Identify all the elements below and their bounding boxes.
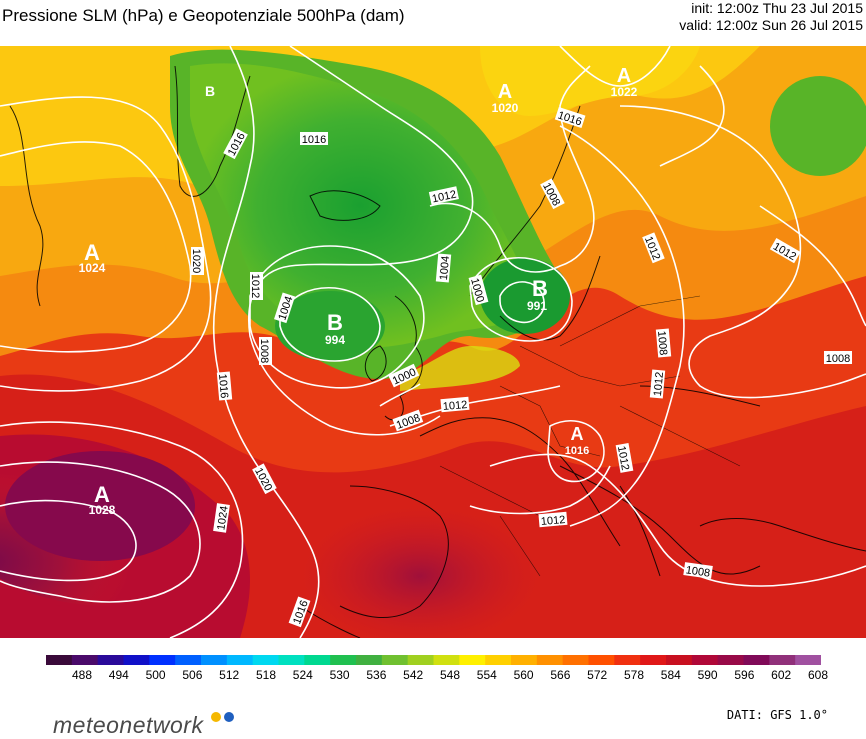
run-info: init: 12:00z Thu 23 Jul 2015 valid: 12:0… xyxy=(679,0,863,34)
high-value: 1016 xyxy=(565,445,589,457)
low-value: 991 xyxy=(527,299,547,313)
colorbar-swatch xyxy=(252,655,279,665)
colorbar-tick-label: 500 xyxy=(145,668,166,682)
low-letter: B xyxy=(532,276,548,301)
isobar-label: 1012 xyxy=(431,189,457,206)
isobar-label: 1008 xyxy=(655,330,669,355)
colorbar-swatch xyxy=(459,655,486,665)
init-time: init: 12:00z Thu 23 Jul 2015 xyxy=(691,0,863,16)
high-letter: A xyxy=(84,240,100,265)
low-letter: B xyxy=(205,83,215,99)
colorbar-swatch xyxy=(536,655,564,665)
colorbar-tick-label: 530 xyxy=(329,668,350,682)
high-value: 1020 xyxy=(492,101,519,115)
colorbar-swatch xyxy=(226,655,254,665)
colorbar-swatch xyxy=(433,655,460,665)
colorbar-tick-label: 560 xyxy=(513,668,534,682)
colorbar-labels: 488 494 500 506 512 518 524 530 536 542 548 554 560 5… xyxy=(46,668,829,684)
colorbar-swatch xyxy=(304,655,331,665)
colorbar-swatch xyxy=(71,655,99,665)
colorbar-tick-label: 518 xyxy=(255,668,277,682)
isobar-label: 1016 xyxy=(216,373,230,398)
colorbar-swatch xyxy=(97,655,124,665)
high-value: 1028 xyxy=(89,503,116,517)
weather-map: 1016 1016 1016 1012 1012 1008 1012 1020 … xyxy=(0,46,866,638)
colorbar-swatch xyxy=(149,655,176,665)
colorbar-swatch xyxy=(356,655,383,665)
high-value: 1024 xyxy=(79,261,106,275)
colorbar-tick-label: 596 xyxy=(734,668,755,682)
colorbar-tick-label: 548 xyxy=(439,668,461,682)
isobar-label: 1020 xyxy=(190,249,202,273)
isobar-label: 1012 xyxy=(442,399,467,413)
isobar-label: 1012 xyxy=(652,371,666,396)
high-letter: A xyxy=(617,65,631,87)
colorbar-swatch xyxy=(278,655,305,665)
colorbar-tick-label: 488 xyxy=(71,668,93,682)
colorbar-tick-label: 578 xyxy=(623,668,645,682)
colorbar-swatch xyxy=(640,655,667,665)
isobar-label: 1024 xyxy=(215,505,230,531)
colorbar-tick-label: 554 xyxy=(476,668,497,682)
colorbar-tick-label: 536 xyxy=(366,668,387,682)
isobar-label: 1012 xyxy=(540,514,565,528)
valid-time: valid: 12:00z Sun 26 Jul 2015 xyxy=(679,17,863,33)
high-letter: A xyxy=(94,482,110,507)
colorbar-swatch xyxy=(562,655,589,665)
colorbar-tick-label: 572 xyxy=(587,668,608,682)
isobar-label: 1008 xyxy=(258,339,270,363)
colorbar-tick-label: 566 xyxy=(550,668,571,682)
colorbar-swatch xyxy=(588,655,615,665)
data-credit: DATI: GFS 1.0° xyxy=(726,708,828,722)
colorbar-tick-label: 590 xyxy=(697,668,718,682)
colorbar-swatch xyxy=(175,655,202,665)
colorbar-swatch xyxy=(46,655,73,665)
isobar-label: 1016 xyxy=(302,134,326,146)
logo-dots-icon xyxy=(211,712,234,722)
colorbar-tick-label: 506 xyxy=(182,668,203,682)
logo: meteonetwork xyxy=(53,712,204,738)
colorbar-tick-label: 512 xyxy=(219,668,240,682)
isobar-label: 1008 xyxy=(685,564,711,579)
isobar-label: 1012 xyxy=(249,274,261,298)
isobar-label: 1012 xyxy=(615,445,631,471)
high-letter: A xyxy=(571,424,584,444)
colorbar-swatch xyxy=(691,655,719,665)
colorbar-tick-label: 542 xyxy=(403,668,424,682)
colorbar-tick-label: 524 xyxy=(292,668,313,682)
low-value: 994 xyxy=(325,333,345,347)
colorbar-tick-label: 608 xyxy=(807,668,829,682)
colorbar-swatch xyxy=(666,655,693,665)
colorbar-swatch xyxy=(743,655,770,665)
colorbar-tick-label: 494 xyxy=(108,668,129,682)
colorbar-swatch xyxy=(201,655,228,665)
colorbar-swatch xyxy=(381,655,409,665)
high-letter: A xyxy=(498,81,512,103)
colorbar-tick-label: 584 xyxy=(660,668,681,682)
colorbar-swatch xyxy=(330,655,357,665)
colorbar-swatch xyxy=(717,655,744,665)
colorbar-swatch xyxy=(614,655,641,665)
isobar-label: 1008 xyxy=(826,353,850,365)
colorbar-swatch xyxy=(485,655,512,665)
colorbar-swatch xyxy=(407,655,434,665)
low-letter: B xyxy=(327,310,343,335)
colorbar-swatch xyxy=(795,655,821,665)
map-title: Pressione SLM (hPa) e Geopotenziale 500h… xyxy=(2,6,405,25)
colorbar-swatch xyxy=(769,655,796,665)
colorbar-tick-label: 602 xyxy=(771,668,792,682)
colorbar-swatch xyxy=(123,655,150,665)
colorbar-swatch xyxy=(511,655,538,665)
high-value: 1022 xyxy=(611,85,638,99)
colorbar xyxy=(46,655,821,665)
isobar-label: 1004 xyxy=(438,255,452,280)
